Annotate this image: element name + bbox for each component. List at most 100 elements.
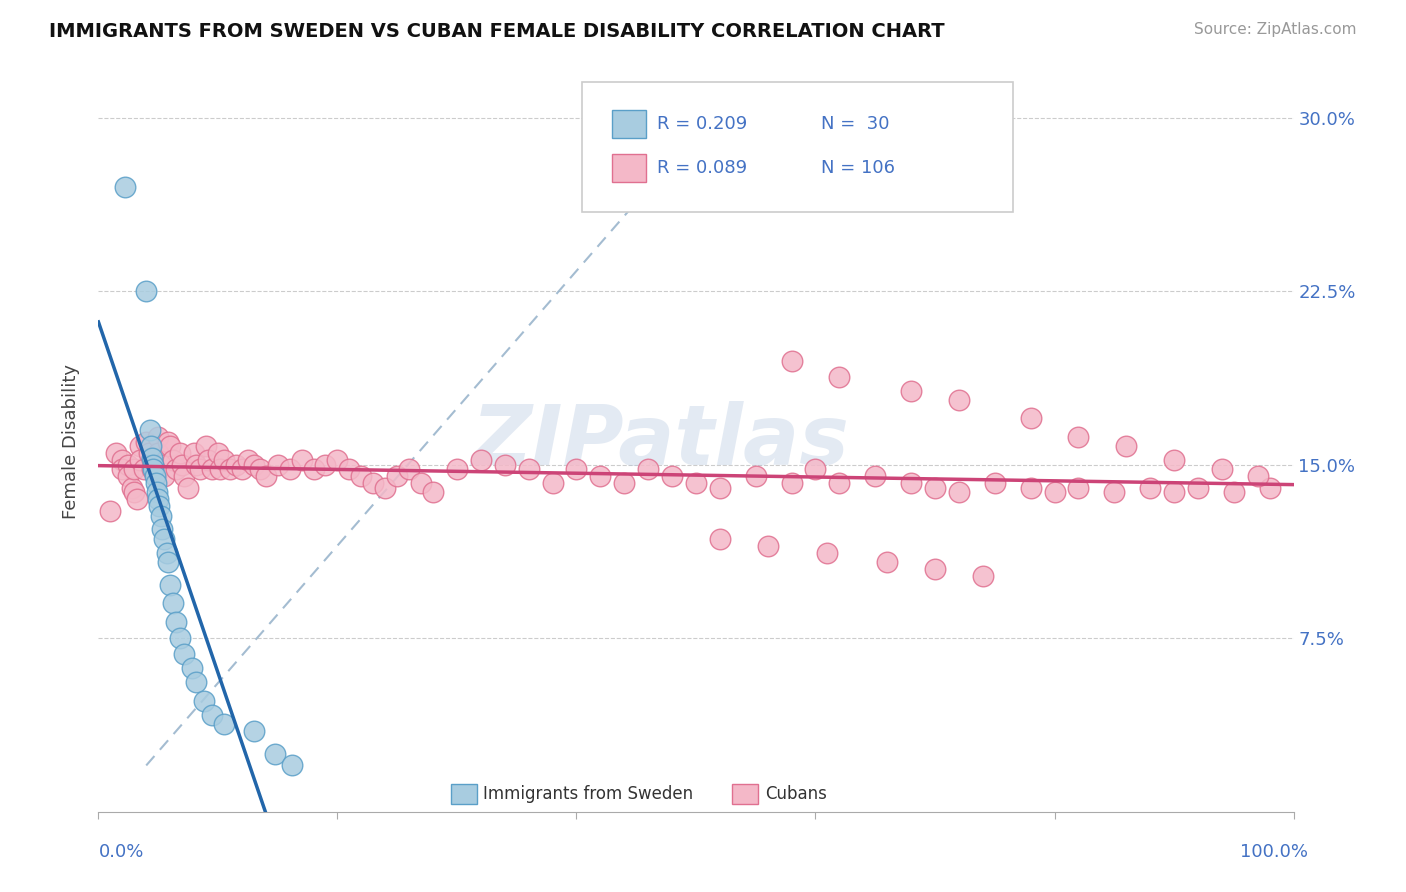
Point [121, 481, 143, 495]
FancyBboxPatch shape [582, 82, 1012, 212]
Point [1247, 469, 1270, 483]
Point [145, 469, 167, 483]
Point [374, 481, 396, 495]
Point [249, 462, 271, 476]
Point [165, 615, 187, 629]
Point [411, 476, 433, 491]
Point [264, 747, 287, 761]
Point [709, 532, 731, 546]
Point [153, 469, 176, 483]
Point [141, 450, 163, 465]
Point [1258, 481, 1281, 495]
Text: N =  30: N = 30 [821, 115, 890, 133]
Point [142, 458, 165, 472]
Point [148, 492, 170, 507]
Point [146, 485, 169, 500]
Point [117, 458, 139, 472]
Point [804, 462, 827, 476]
Point [105, 446, 128, 460]
Point [135, 434, 157, 449]
Point [201, 462, 224, 476]
Point [201, 707, 224, 722]
Point [207, 446, 229, 460]
Point [143, 469, 166, 483]
Point [385, 469, 409, 483]
Point [148, 430, 170, 444]
Point [111, 462, 134, 476]
Point [236, 453, 259, 467]
FancyBboxPatch shape [613, 154, 645, 183]
Point [924, 562, 946, 576]
Point [281, 758, 304, 772]
Point [165, 462, 187, 476]
Point [186, 458, 208, 472]
Point [172, 458, 194, 472]
Point [141, 453, 163, 467]
Point [756, 539, 779, 553]
Point [1067, 430, 1090, 444]
Text: 0.0%: 0.0% [98, 843, 143, 861]
Point [1139, 481, 1161, 495]
Point [1211, 462, 1233, 476]
Point [1187, 481, 1209, 495]
Point [589, 469, 612, 483]
Text: ZIPatlas: ZIPatlas [471, 401, 849, 482]
Point [141, 462, 163, 476]
Point [173, 648, 195, 662]
Point [1115, 439, 1137, 453]
Text: Source: ZipAtlas.com: Source: ZipAtlas.com [1194, 22, 1357, 37]
Point [948, 392, 970, 407]
Point [865, 469, 887, 483]
Point [984, 476, 1007, 491]
Point [243, 458, 266, 472]
Point [219, 462, 242, 476]
Point [745, 469, 768, 483]
Point [815, 545, 838, 560]
Point [129, 453, 152, 467]
Point [132, 462, 155, 476]
Point [111, 453, 134, 467]
Point [155, 545, 177, 560]
Point [180, 661, 202, 675]
Text: Immigrants from Sweden: Immigrants from Sweden [484, 785, 693, 803]
Point [153, 532, 176, 546]
Point [1104, 485, 1126, 500]
Point [124, 462, 146, 476]
Point [948, 485, 970, 500]
FancyBboxPatch shape [733, 783, 758, 805]
Point [225, 458, 247, 472]
Point [828, 476, 851, 491]
Point [254, 469, 277, 483]
Point [709, 481, 731, 495]
Y-axis label: Female Disability: Female Disability [62, 364, 80, 519]
Point [780, 476, 803, 491]
Point [326, 453, 349, 467]
Point [972, 568, 994, 582]
Text: N = 106: N = 106 [821, 160, 896, 178]
Point [900, 384, 922, 398]
Point [159, 439, 181, 453]
Point [148, 446, 170, 460]
Point [156, 555, 179, 569]
Point [135, 284, 157, 298]
Point [209, 462, 232, 476]
Text: R = 0.209: R = 0.209 [657, 115, 747, 133]
Point [422, 485, 444, 500]
Point [149, 458, 172, 472]
Point [177, 481, 200, 495]
Point [156, 434, 179, 449]
Point [339, 462, 361, 476]
FancyBboxPatch shape [451, 783, 477, 805]
Point [138, 446, 160, 460]
Point [517, 462, 540, 476]
Point [173, 469, 195, 483]
Point [142, 462, 165, 476]
Point [1043, 485, 1066, 500]
Point [169, 631, 191, 645]
Point [302, 462, 325, 476]
Point [780, 353, 803, 368]
Point [315, 458, 337, 472]
Point [685, 476, 707, 491]
FancyBboxPatch shape [613, 110, 645, 138]
Text: IMMIGRANTS FROM SWEDEN VS CUBAN FEMALE DISABILITY CORRELATION CHART: IMMIGRANTS FROM SWEDEN VS CUBAN FEMALE D… [49, 22, 945, 41]
